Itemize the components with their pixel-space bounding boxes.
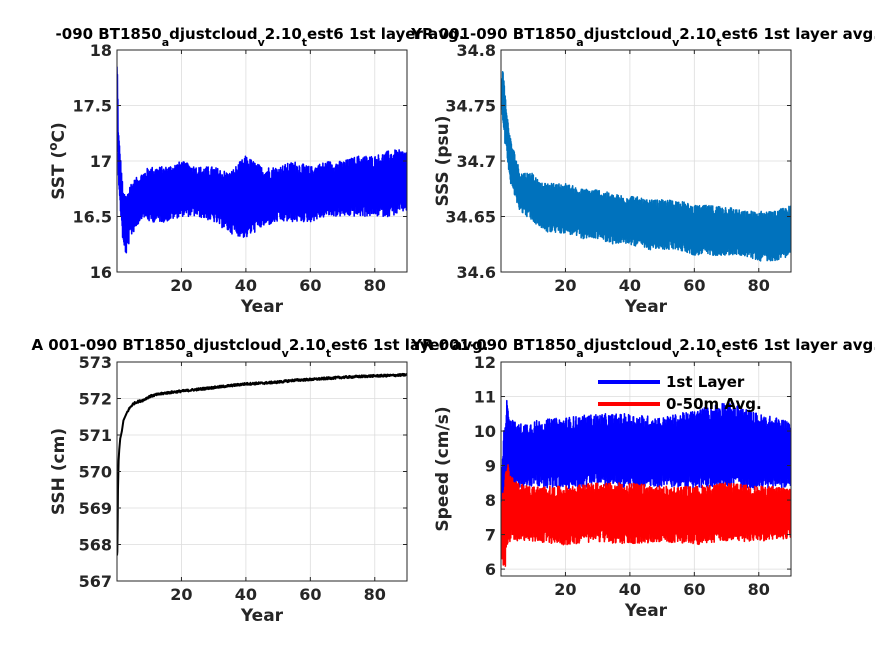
x-tick-label: 60	[683, 276, 705, 295]
y-tick-label: 34.65	[445, 208, 496, 227]
y-tick-label: 569	[79, 499, 112, 518]
y-tick-label: 570	[79, 463, 112, 482]
x-tick-label: 20	[554, 580, 576, 599]
y-tick-label: 16.5	[73, 208, 112, 227]
y-axis-label: SST (oC)	[46, 122, 69, 200]
x-tick-label: 40	[235, 585, 257, 604]
y-tick-label: 572	[79, 390, 112, 409]
y-tick-label: 573	[79, 353, 112, 372]
chart-panel-1: 20 40 60 80 16 16.5 17 17.5 18 Year SST (oC) -090 B…	[46, 25, 464, 317]
y-axis-label: SSH (cm)	[49, 428, 69, 515]
y-tick-label: 568	[79, 536, 112, 555]
legend-entry: 0-50m Avg.	[666, 395, 762, 413]
x-tick-label: 80	[364, 276, 386, 295]
x-tick-label: 40	[619, 580, 641, 599]
chart-title: -090 BT1850adjustcloudv2.10test6 1st lay…	[56, 25, 465, 49]
x-tick-label: 60	[299, 276, 321, 295]
y-tick-label: 34.7	[457, 152, 496, 171]
y-tick-label: 11	[474, 388, 496, 407]
series-line-1	[501, 399, 791, 507]
y-tick-label: 7	[485, 526, 496, 545]
series-line-2	[501, 464, 791, 567]
y-tick-label: 571	[79, 426, 112, 445]
y-tick-label: 18	[90, 41, 112, 60]
x-tick-label: 80	[364, 585, 386, 604]
y-tick-label: 34.75	[445, 97, 496, 116]
series-line-1	[117, 372, 407, 556]
y-axis-label: SSS (psu)	[433, 115, 453, 206]
x-tick-label: 20	[554, 276, 576, 295]
chart-title: A 001-090 BT1850adjustcloudv2.10test6 1s…	[31, 336, 488, 360]
y-tick-label: 567	[79, 572, 112, 591]
x-axis-label: Year	[240, 297, 284, 317]
y-tick-label: 17.5	[73, 97, 112, 116]
y-tick-label: 8	[485, 491, 496, 510]
y-axis-label: Speed (cm/s)	[433, 406, 453, 531]
chart-panel-4: 20 40 60 80 6 7 8 9 10 11 12 Year Speed (cm/s) YR 001…	[410, 336, 875, 621]
series-line-1	[501, 70, 791, 262]
x-tick-label: 80	[748, 580, 770, 599]
y-tick-label: 10	[474, 422, 496, 441]
y-tick-label: 12	[474, 353, 496, 372]
chart-panel-2: 20 40 60 80 34.6 34.65 34.7 34.75 34.8 Year SSS (p…	[410, 25, 875, 317]
x-tick-label: 40	[619, 276, 641, 295]
x-axis-label: Year	[624, 297, 668, 317]
x-tick-label: 20	[170, 276, 192, 295]
x-axis-label: Year	[240, 606, 284, 626]
axes-frame	[500, 361, 792, 577]
x-axis-label: Year	[624, 601, 668, 621]
y-tick-label: 6	[485, 560, 496, 579]
y-tick-label: 34.8	[457, 41, 496, 60]
y-tick-label: 34.6	[457, 263, 496, 282]
x-tick-label: 20	[170, 585, 192, 604]
y-tick-label: 16	[90, 263, 112, 282]
series-line-1	[117, 66, 407, 254]
chart-title: YR 001-090 BT1850adjustcloudv2.10test6 1…	[410, 25, 875, 49]
y-tick-label: 17	[90, 152, 112, 171]
x-tick-label: 60	[299, 585, 321, 604]
x-tick-label: 60	[683, 580, 705, 599]
y-tick-label: 9	[485, 457, 496, 476]
x-tick-label: 80	[748, 276, 770, 295]
chart-title: YR 001-090 BT1850adjustcloudv2.10test6 1…	[410, 336, 875, 360]
chart-panel-3: 20 40 60 80 567 568 569 570 571 572 573 Year SSH (cm…	[31, 336, 488, 626]
legend-entry: 1st Layer	[666, 373, 745, 391]
legend: 1st Layer 0-50m Avg.	[598, 373, 762, 413]
x-tick-label: 40	[235, 276, 257, 295]
